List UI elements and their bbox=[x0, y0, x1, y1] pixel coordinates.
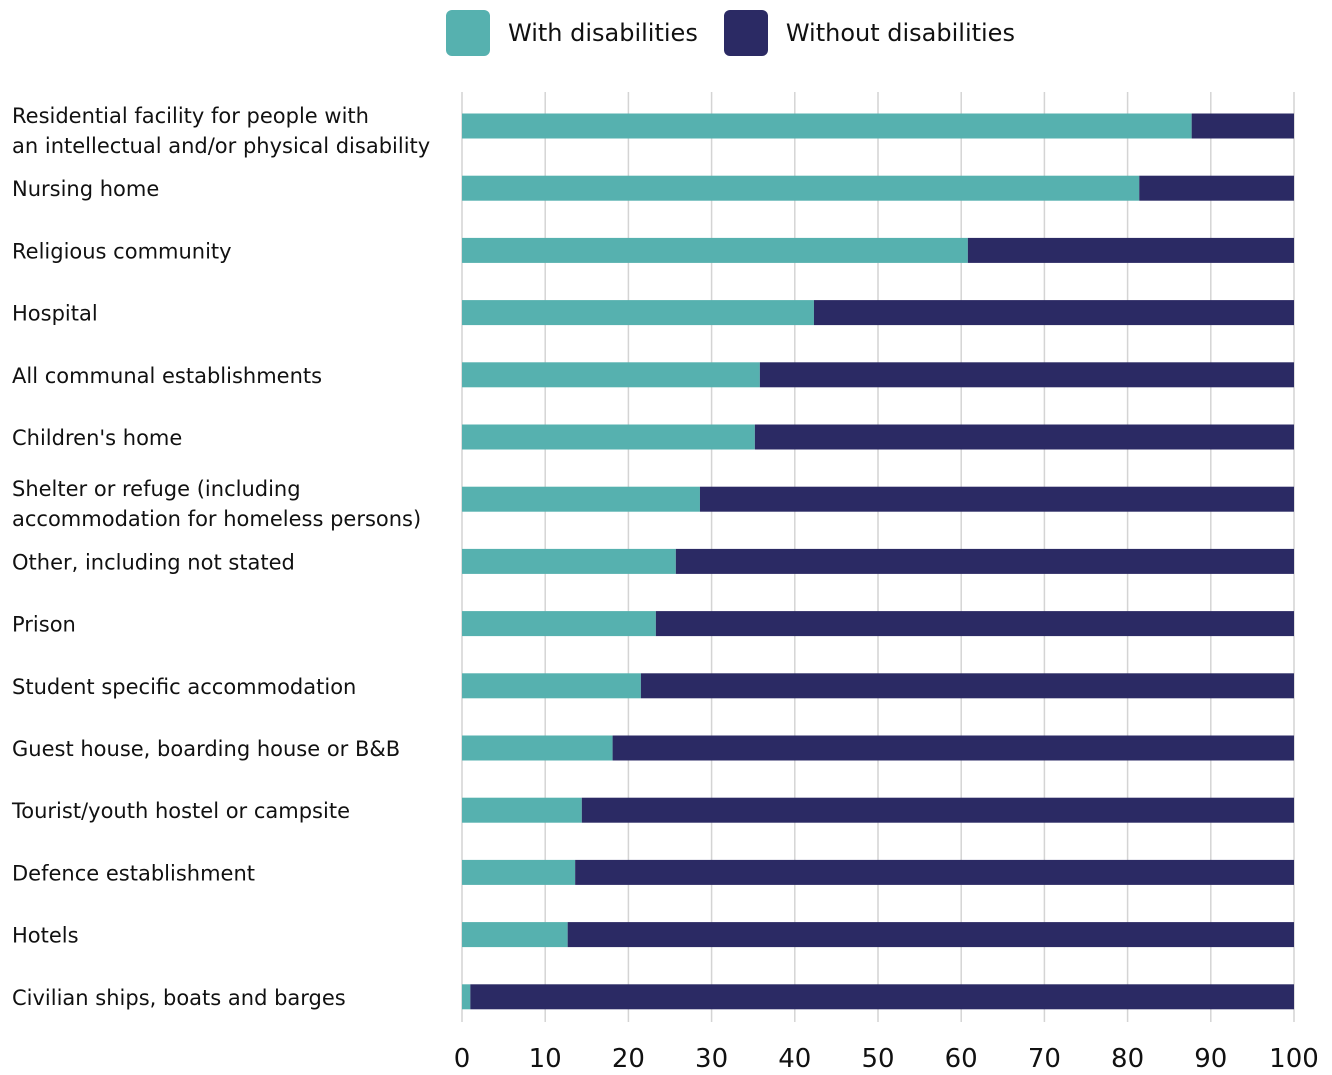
bar-without-disabilities[interactable]: All communal establishments — Without di… bbox=[759, 362, 1294, 388]
x-tick-label: 20 bbox=[612, 1044, 645, 1074]
bar-without-disabilities[interactable]: Other, including not stated — Without di… bbox=[675, 548, 1294, 574]
bar-without-disabilities[interactable]: Residential facility for people with an … bbox=[1191, 113, 1294, 139]
x-tick-label: 80 bbox=[1111, 1044, 1144, 1074]
bar-with-disabilities[interactable]: Hospital — With disabilities: 42.3 bbox=[462, 300, 814, 326]
bar-with-disabilities[interactable]: Religious community — With disabilities:… bbox=[462, 237, 968, 263]
x-tick-label: 70 bbox=[1028, 1044, 1061, 1074]
category-label: Residential facility for people with an i… bbox=[12, 104, 430, 158]
bar-with-disabilities[interactable]: Nursing home — With disabilities: 81.4 bbox=[462, 175, 1140, 201]
legend-label-with-disabilities: With disabilities bbox=[508, 19, 698, 47]
bar-without-disabilities[interactable]: Children's home — Without disabilities: … bbox=[754, 424, 1294, 450]
x-tick-label: 40 bbox=[778, 1044, 811, 1074]
bar-with-disabilities[interactable]: All communal establishments — With disab… bbox=[462, 362, 760, 388]
category-label: Civilian ships, boats and barges bbox=[12, 986, 346, 1010]
category-label: Other, including not stated bbox=[12, 550, 295, 574]
bar-without-disabilities[interactable]: Civilian ships, boats and barges — Witho… bbox=[470, 984, 1294, 1010]
category-label: Prison bbox=[12, 613, 76, 637]
x-tick-label: 60 bbox=[945, 1044, 978, 1074]
category-label: Shelter or refuge (including accommodatio… bbox=[12, 477, 421, 531]
x-tick-label: 50 bbox=[861, 1044, 894, 1074]
category-label-line: Shelter or refuge (including bbox=[12, 477, 301, 501]
legend-item-without-disabilities[interactable]: Without disabilities bbox=[723, 10, 1015, 56]
category-label: Hotels bbox=[12, 924, 79, 948]
x-tick-label: 30 bbox=[695, 1044, 728, 1074]
bar-with-disabilities[interactable]: Other, including not stated — With disab… bbox=[462, 548, 676, 574]
bar-without-disabilities[interactable]: Defence establishment — Without disabili… bbox=[575, 859, 1294, 885]
category-label-line: an intellectual and/or physical disabili… bbox=[12, 134, 430, 158]
category-label: Guest house, boarding house or B&B bbox=[12, 737, 400, 761]
x-tick-label: 10 bbox=[529, 1044, 562, 1074]
bar-with-disabilities[interactable]: Hotels — With disabilities: 12.7 bbox=[462, 922, 568, 948]
bar-without-disabilities[interactable]: Hospital — Without disabilities: 57.7 bbox=[813, 300, 1294, 326]
bar-with-disabilities[interactable]: Guest house, boarding house or B&B — Wit… bbox=[462, 735, 613, 761]
x-tick-label: 100 bbox=[1269, 1044, 1319, 1074]
legend-label-without-disabilities: Without disabilities bbox=[785, 19, 1015, 47]
category-label: All communal establishments bbox=[12, 364, 322, 388]
bar-with-disabilities[interactable]: Prison — With disabilities: 23.3 bbox=[462, 611, 656, 637]
category-label: Religious community bbox=[12, 239, 232, 263]
bar-with-disabilities[interactable]: Student specific accommodation — With di… bbox=[462, 673, 641, 699]
x-tick-label: 0 bbox=[454, 1044, 471, 1074]
bar-without-disabilities[interactable]: Guest house, boarding house or B&B — Wit… bbox=[612, 735, 1294, 761]
bar-with-disabilities[interactable]: Children's home — With disabilities: 35.… bbox=[462, 424, 755, 450]
legend-swatch-without-disabilities bbox=[723, 10, 768, 56]
legend-swatch-with-disabilities bbox=[446, 10, 490, 56]
bar-without-disabilities[interactable]: Nursing home — Without disabilities: 18.… bbox=[1139, 175, 1294, 201]
category-label: Defence establishment bbox=[12, 861, 255, 885]
legend-item-with-disabilities[interactable]: With disabilities bbox=[446, 10, 698, 56]
bar-with-disabilities[interactable]: Civilian ships, boats and barges — With … bbox=[462, 984, 471, 1010]
bar-with-disabilities[interactable]: Shelter or refuge (including accommodati… bbox=[462, 486, 700, 512]
bar-without-disabilities[interactable]: Tourist/youth hostel or campsite — Witho… bbox=[581, 797, 1294, 823]
bar-with-disabilities[interactable]: Defence establishment — With disabilitie… bbox=[462, 859, 576, 885]
bar-without-disabilities[interactable]: Prison — Without disabilities: 76.7 bbox=[655, 611, 1294, 637]
category-label: Children's home bbox=[12, 426, 182, 450]
bar-without-disabilities[interactable]: Student specific accommodation — Without… bbox=[640, 673, 1294, 699]
category-label: Tourist/youth hostel or campsite bbox=[11, 799, 350, 823]
category-label: Nursing home bbox=[12, 177, 159, 201]
category-label-line: Residential facility for people with bbox=[12, 104, 369, 128]
legend: With disabilities Without disabilities bbox=[446, 10, 1041, 56]
bar-with-disabilities[interactable]: Residential facility for people with an … bbox=[462, 113, 1192, 139]
bar-with-disabilities[interactable]: Tourist/youth hostel or campsite — With … bbox=[462, 797, 582, 823]
category-label: Student specific accommodation bbox=[12, 675, 356, 699]
category-label: Hospital bbox=[12, 302, 98, 326]
x-tick-label: 90 bbox=[1194, 1044, 1227, 1074]
bar-without-disabilities[interactable]: Religious community — Without disabiliti… bbox=[967, 237, 1294, 263]
bar-without-disabilities[interactable]: Hotels — Without disabilities: 87.3 bbox=[567, 922, 1294, 948]
bar-without-disabilities[interactable]: Shelter or refuge (including accommodati… bbox=[699, 486, 1294, 512]
category-label-line: accommodation for homeless persons) bbox=[12, 507, 421, 531]
